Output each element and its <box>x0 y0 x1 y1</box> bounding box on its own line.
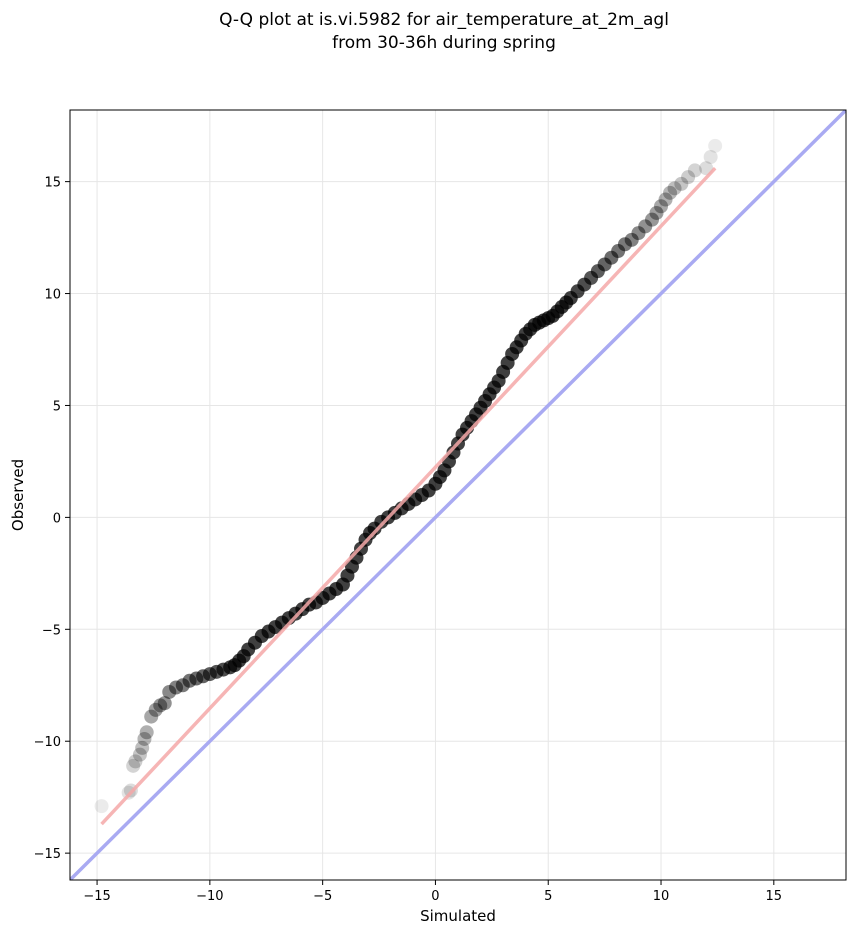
quantile-point <box>144 709 159 724</box>
x-tick-label: 15 <box>766 889 783 904</box>
quantile-point <box>148 702 163 717</box>
quantile-point <box>617 237 632 252</box>
quantile-point <box>624 232 639 247</box>
x-tick-label: −15 <box>83 889 110 904</box>
plot-frame <box>69 109 847 881</box>
x-tick-label: −10 <box>196 889 223 904</box>
x-tick-label: −5 <box>313 889 332 904</box>
y-axis-ticks: −15 −10 −5 0 5 10 15 <box>34 176 70 862</box>
y-tick-label: 10 <box>44 288 61 303</box>
y-axis-label: Observed <box>9 459 27 531</box>
x-tick-label: 10 <box>653 889 670 904</box>
x-axis-ticks: −15 −10 −5 0 5 10 15 <box>83 880 782 904</box>
y-tick-label: −5 <box>42 623 61 638</box>
quantile-point <box>708 138 723 153</box>
quantile-point <box>132 747 147 762</box>
y-tick-label: 0 <box>53 511 61 526</box>
quantile-point <box>631 226 646 241</box>
quantile-point <box>137 731 152 746</box>
quantile-point <box>687 163 702 178</box>
plot-area <box>70 110 846 880</box>
y-tick-label: 5 <box>53 399 61 414</box>
quantile-point <box>681 170 696 185</box>
quantile-point <box>139 725 154 740</box>
x-tick-label: 5 <box>544 889 552 904</box>
y-tick-label: −10 <box>34 735 61 750</box>
quantile-point <box>649 205 664 220</box>
chart-subtitle: from 30-36h during spring <box>332 33 556 53</box>
x-tick-label: 0 <box>431 889 439 904</box>
x-axis-label: Simulated <box>420 907 496 925</box>
chart-title: Q-Q plot at is.vi.5982 for air_temperatu… <box>219 10 669 30</box>
y-tick-label: −15 <box>34 847 61 862</box>
quantile-point <box>638 219 653 234</box>
quantile-point <box>153 698 168 713</box>
gridlines <box>70 110 846 880</box>
quantile-point <box>645 212 659 227</box>
quantile-point <box>135 740 150 755</box>
quantile-point <box>703 150 718 165</box>
fit-line <box>100 167 717 826</box>
quantile-point <box>162 684 177 699</box>
quantile-point <box>658 192 673 207</box>
quantile-point <box>667 181 682 196</box>
quantile-point <box>126 758 141 773</box>
quantile-point <box>157 696 172 711</box>
quantile-point <box>94 799 109 814</box>
y-tick-label: 15 <box>44 176 61 191</box>
quantile-point <box>663 185 678 200</box>
quantile-point <box>128 754 143 769</box>
identity-line <box>70 110 846 880</box>
quantile-point <box>674 176 689 191</box>
quantile-point <box>654 199 669 214</box>
